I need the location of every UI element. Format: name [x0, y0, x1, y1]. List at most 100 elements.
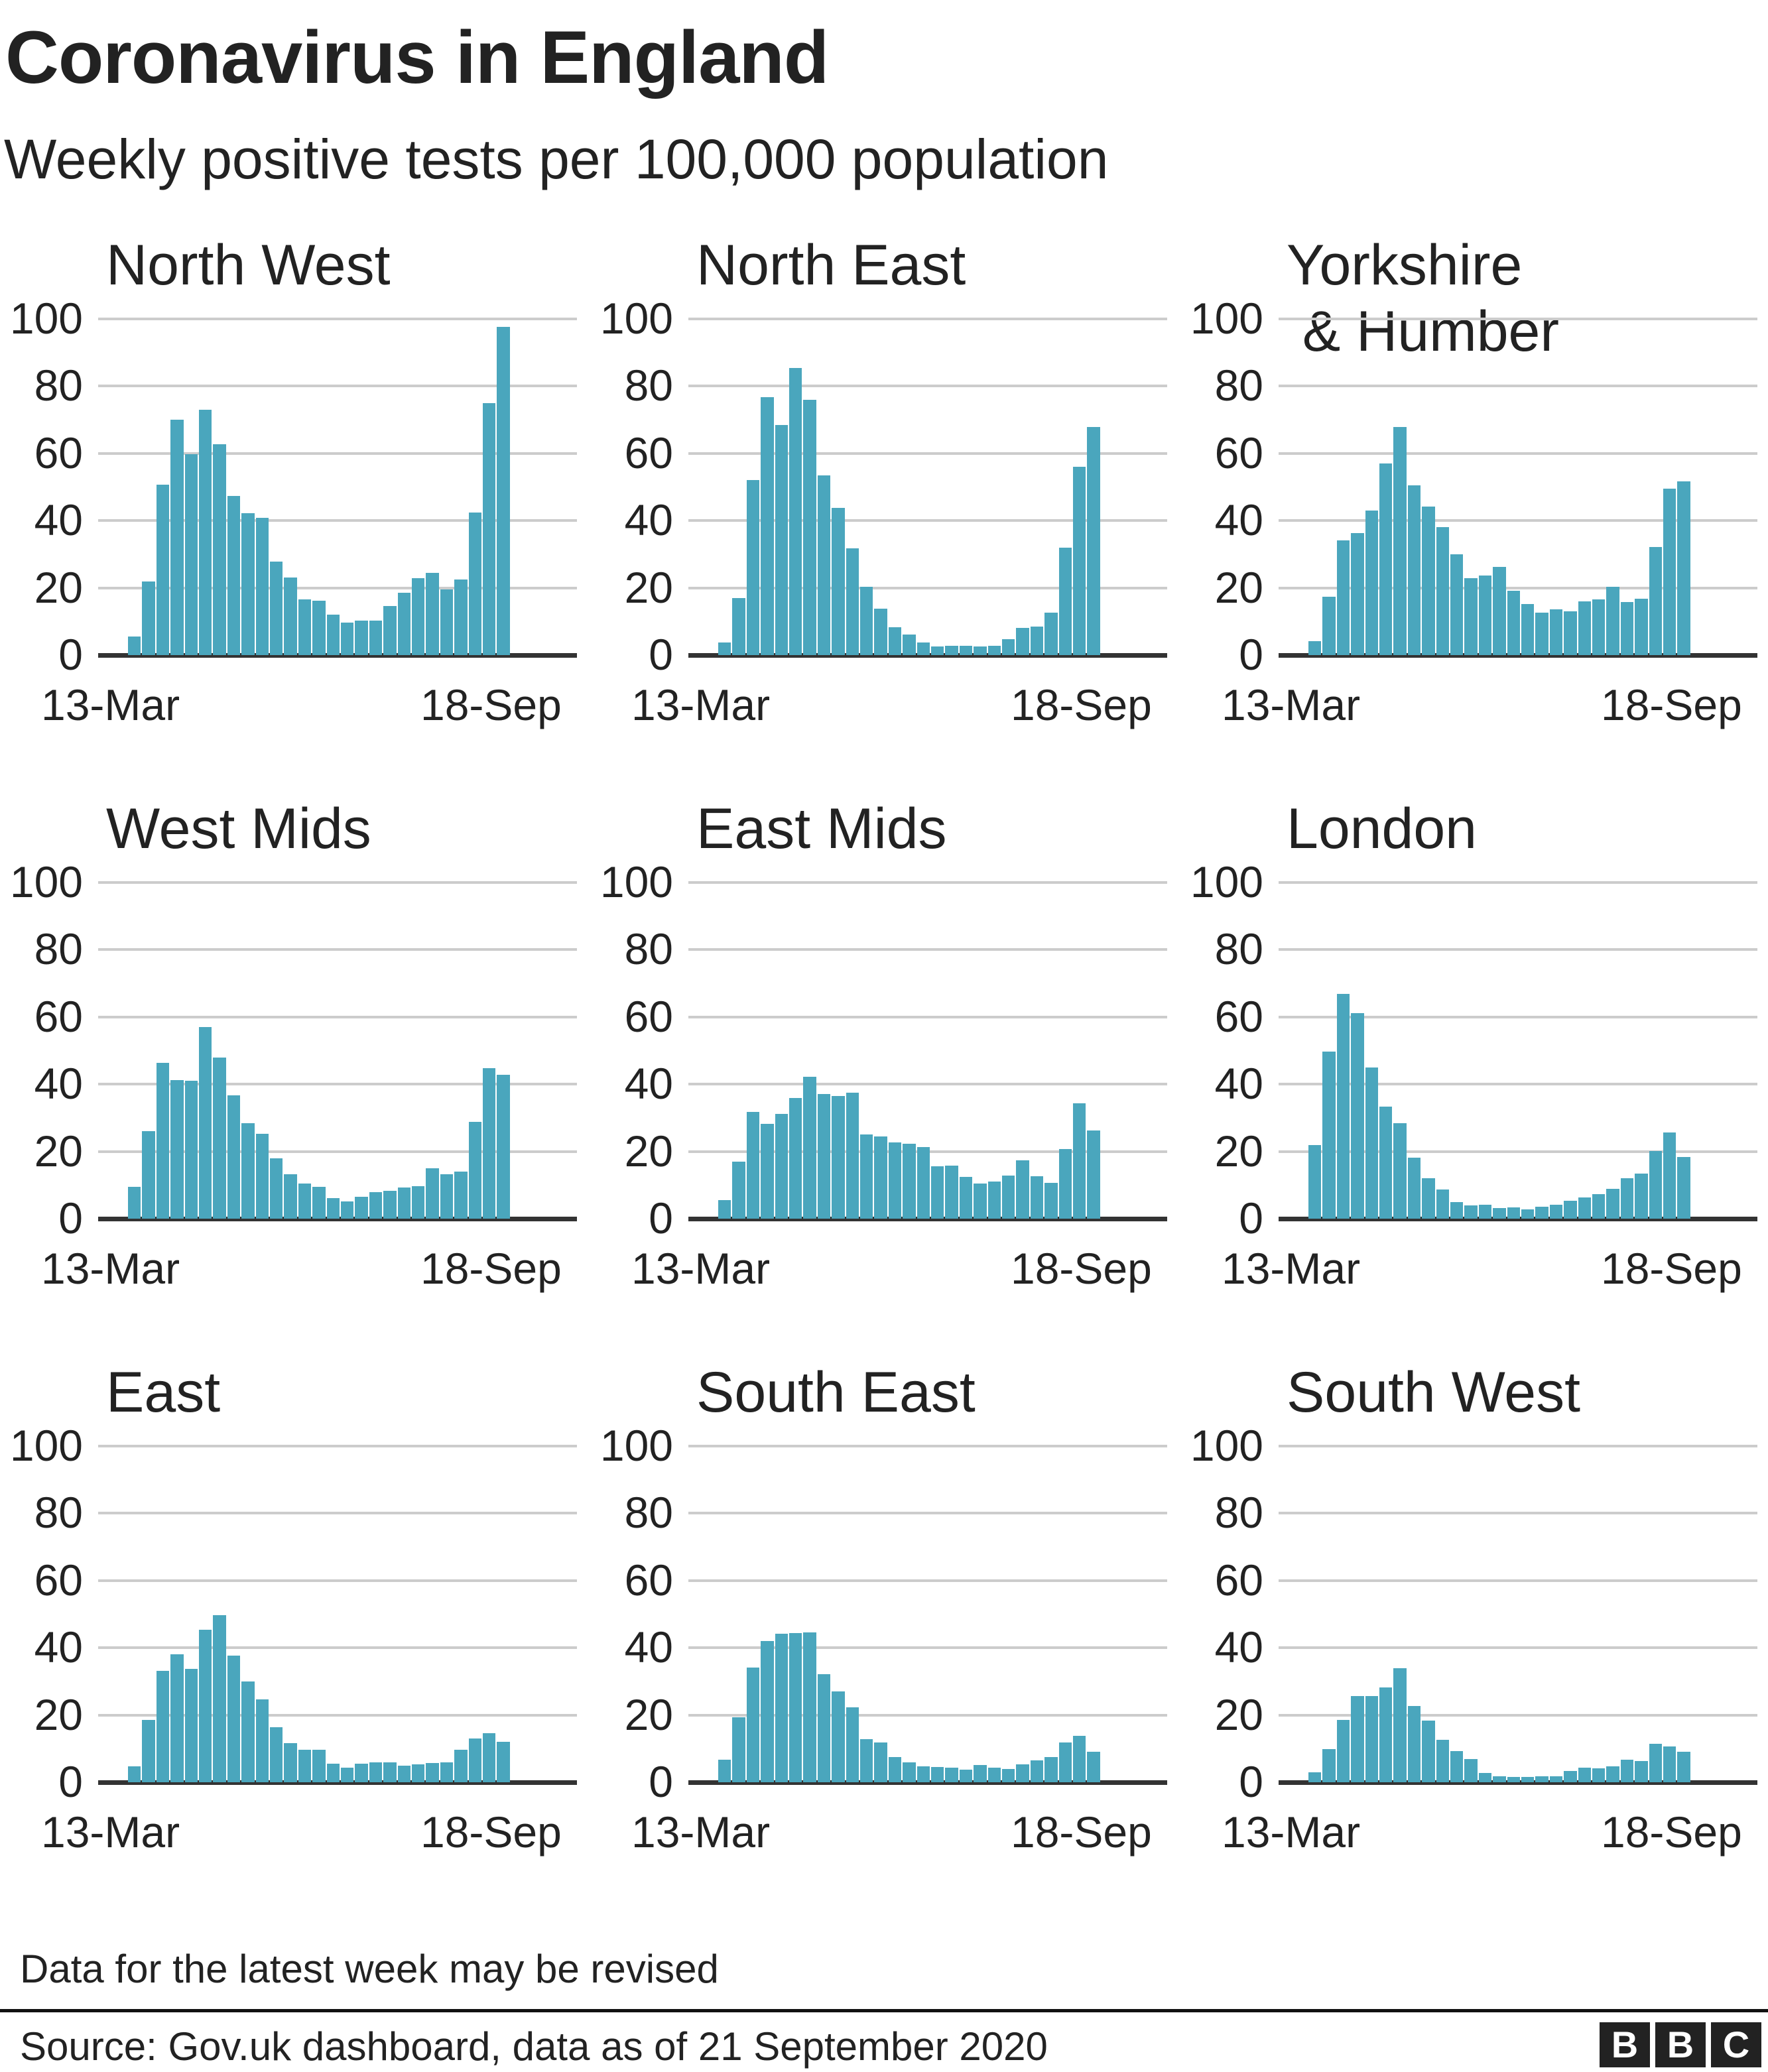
bar	[832, 1096, 845, 1219]
bar	[426, 1762, 439, 1782]
bar	[945, 1767, 958, 1782]
y-tick-label: 40	[624, 1622, 673, 1672]
bar	[412, 578, 425, 655]
y-tick-label: 60	[624, 1555, 673, 1605]
x-axis-line	[98, 1780, 577, 1785]
bar	[412, 1764, 425, 1782]
bar	[1058, 1148, 1072, 1219]
bar	[974, 1183, 987, 1219]
bbc-logo-letter: B	[1655, 2022, 1706, 2067]
bar	[1507, 1777, 1520, 1782]
gridline	[1279, 881, 1757, 884]
bar	[1351, 532, 1364, 655]
gridline	[688, 1015, 1167, 1018]
bar	[761, 396, 774, 655]
bar	[1030, 1760, 1044, 1782]
region-panel: East 100 80 60 40 20 0 13-Mar 18-Sep	[0, 1359, 584, 1903]
y-tick-label: 80	[1214, 924, 1263, 974]
gridline	[98, 1579, 577, 1582]
gridline	[688, 1083, 1167, 1086]
bar	[142, 581, 155, 655]
bar	[746, 1668, 760, 1782]
bar	[1365, 1696, 1378, 1782]
y-tick-label: 20	[34, 562, 83, 612]
y-tick-label: 0	[58, 1757, 83, 1806]
region-panel: East Mids 100 80 60 40 20 0 13-Mar 18-Sep	[590, 796, 1174, 1339]
x-start-label: 13-Mar	[631, 680, 771, 729]
bar	[156, 484, 170, 655]
y-tick-label: 80	[624, 361, 673, 410]
x-start-label: 13-Mar	[631, 1807, 771, 1857]
bar	[1016, 1764, 1029, 1782]
bar	[454, 579, 468, 655]
x-end-label: 18-Sep	[1601, 1244, 1742, 1293]
y-tick-label: 80	[624, 924, 673, 974]
y-tick-label: 60	[624, 428, 673, 477]
gridline	[1279, 1445, 1757, 1447]
y-tick-label: 0	[649, 1757, 673, 1806]
gridline	[688, 948, 1167, 951]
bar	[397, 1765, 410, 1782]
gridline	[688, 1646, 1167, 1650]
bar	[817, 1674, 831, 1782]
bar	[483, 1067, 496, 1219]
bar	[1351, 1012, 1364, 1219]
bar	[1087, 1752, 1100, 1782]
chart-subtitle: Weekly positive tests per 100,000 popula…	[4, 128, 1109, 190]
bar	[1521, 1776, 1535, 1782]
bar	[1450, 554, 1464, 655]
bar	[1407, 1158, 1421, 1219]
bar	[199, 1630, 212, 1782]
bar	[832, 507, 845, 655]
bar	[255, 1134, 269, 1219]
bar	[1649, 547, 1662, 655]
bar	[1322, 1052, 1336, 1219]
bar	[170, 419, 184, 655]
y-tick-label: 60	[624, 991, 673, 1041]
y-tick-label: 60	[1214, 1555, 1263, 1605]
bar	[341, 1201, 354, 1219]
y-tick-label: 40	[624, 495, 673, 545]
bar	[170, 1080, 184, 1219]
bar	[483, 1733, 496, 1782]
region-panel: London 100 80 60 40 20 0 13-Mar 18-Sep	[1180, 796, 1764, 1339]
bar	[255, 1699, 269, 1782]
bbc-logo-letter: B	[1600, 2022, 1650, 2067]
x-start-label: 13-Mar	[1222, 680, 1361, 729]
bar	[1535, 612, 1548, 655]
source-text: Source: Gov.uk dashboard, data as of 21 …	[20, 2024, 1048, 2069]
bar	[789, 367, 802, 655]
bar	[1393, 426, 1407, 655]
bar	[987, 1182, 1001, 1219]
bar	[1464, 1758, 1478, 1782]
x-axis-line	[1279, 653, 1757, 658]
bar	[1422, 1720, 1435, 1782]
bar	[732, 1162, 745, 1219]
gridline	[98, 1015, 577, 1018]
gridline	[688, 1512, 1167, 1515]
x-end-label: 18-Sep	[1011, 680, 1152, 729]
y-tick-label: 0	[58, 1193, 83, 1243]
bar	[454, 1749, 468, 1782]
bar	[1677, 1752, 1690, 1782]
bar	[931, 1766, 944, 1782]
y-tick-label: 100	[600, 294, 673, 343]
bar	[803, 1632, 816, 1782]
gridline	[1279, 1150, 1757, 1153]
bar	[326, 614, 340, 655]
gridline	[98, 318, 577, 320]
bar	[1464, 1205, 1478, 1219]
bar	[184, 454, 198, 655]
bar	[468, 1738, 481, 1782]
bar	[1322, 597, 1336, 655]
bar	[1663, 489, 1676, 655]
gridline	[688, 385, 1167, 388]
y-tick-label: 80	[1214, 361, 1263, 410]
x-end-label: 18-Sep	[420, 680, 562, 729]
bar	[1549, 1204, 1563, 1219]
bar	[1365, 1067, 1378, 1219]
bar	[1030, 627, 1044, 655]
bar	[1058, 548, 1072, 655]
bar	[860, 1134, 873, 1219]
bar	[1073, 1103, 1086, 1219]
